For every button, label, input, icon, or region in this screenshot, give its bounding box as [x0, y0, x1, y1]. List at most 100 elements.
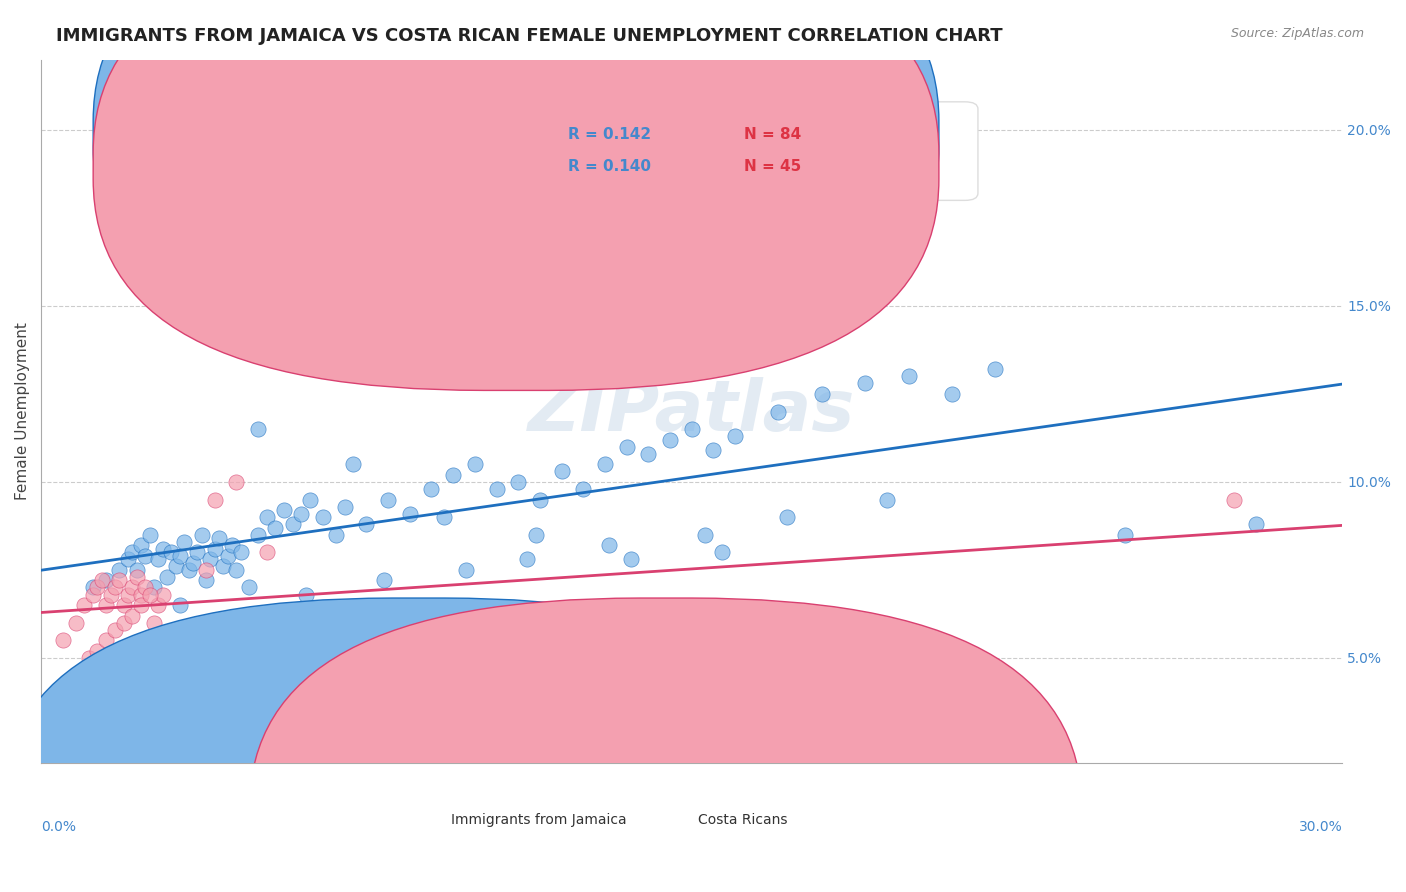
Immigrants from Jamaica — [212, 559, 235, 574]
Costa Ricans — [181, 668, 204, 682]
Text: R = 0.142: R = 0.142 — [568, 128, 651, 143]
FancyBboxPatch shape — [1, 598, 835, 892]
FancyBboxPatch shape — [457, 102, 979, 201]
Immigrants from Jamaica — [516, 552, 538, 566]
Costa Ricans — [86, 644, 108, 658]
Immigrants from Jamaica — [464, 458, 486, 472]
Immigrants from Jamaica — [693, 527, 716, 541]
Immigrants from Jamaica — [441, 467, 464, 482]
Immigrants from Jamaica — [181, 556, 204, 570]
Costa Ricans — [138, 588, 160, 602]
Immigrants from Jamaica — [572, 482, 595, 496]
Immigrants from Jamaica — [768, 404, 790, 418]
Costa Ricans — [160, 651, 183, 665]
Immigrants from Jamaica — [281, 517, 304, 532]
Costa Ricans — [333, 651, 356, 665]
Immigrants from Jamaica — [524, 527, 547, 541]
Immigrants from Jamaica — [108, 563, 131, 577]
Immigrants from Jamaica — [853, 376, 876, 391]
Costa Ricans — [86, 581, 108, 595]
Costa Ricans — [121, 608, 143, 623]
Text: IMMIGRANTS FROM JAMAICA VS COSTA RICAN FEMALE UNEMPLOYMENT CORRELATION CHART: IMMIGRANTS FROM JAMAICA VS COSTA RICAN F… — [56, 27, 1002, 45]
Costa Ricans — [142, 615, 165, 630]
Costa Ricans — [82, 588, 104, 602]
Immigrants from Jamaica — [485, 482, 508, 496]
Immigrants from Jamaica — [325, 527, 347, 541]
Costa Ricans — [225, 475, 247, 489]
Costa Ricans — [52, 633, 75, 648]
FancyBboxPatch shape — [93, 0, 939, 391]
Costa Ricans — [204, 492, 226, 507]
Costa Ricans — [104, 581, 127, 595]
Immigrants from Jamaica — [941, 387, 963, 401]
Immigrants from Jamaica — [550, 464, 572, 478]
Costa Ricans — [77, 651, 100, 665]
Costa Ricans — [269, 615, 291, 630]
Immigrants from Jamaica — [148, 552, 170, 566]
Immigrants from Jamaica — [177, 563, 200, 577]
Costa Ricans — [73, 598, 96, 612]
Immigrants from Jamaica — [1244, 517, 1267, 532]
Costa Ricans — [420, 668, 443, 682]
Text: Costa Ricans: Costa Ricans — [699, 813, 787, 827]
Immigrants from Jamaica — [377, 492, 399, 507]
Immigrants from Jamaica — [776, 510, 799, 524]
Costa Ricans — [169, 633, 191, 648]
Costa Ricans — [96, 598, 118, 612]
Immigrants from Jamaica — [204, 541, 226, 556]
Immigrants from Jamaica — [984, 362, 1007, 376]
Immigrants from Jamaica — [204, 651, 226, 665]
Immigrants from Jamaica — [702, 443, 724, 458]
Costa Ricans — [194, 657, 217, 672]
Immigrants from Jamaica — [82, 581, 104, 595]
Immigrants from Jamaica — [142, 581, 165, 595]
Immigrants from Jamaica — [225, 563, 247, 577]
Costa Ricans — [1223, 492, 1246, 507]
Immigrants from Jamaica — [173, 534, 195, 549]
Costa Ricans — [377, 679, 399, 693]
Immigrants from Jamaica — [138, 527, 160, 541]
Immigrants from Jamaica — [298, 492, 321, 507]
Immigrants from Jamaica — [169, 549, 191, 563]
Immigrants from Jamaica — [129, 538, 152, 552]
Immigrants from Jamaica — [165, 559, 187, 574]
Costa Ricans — [100, 588, 122, 602]
Costa Ricans — [125, 570, 148, 584]
Immigrants from Jamaica — [125, 563, 148, 577]
Text: ZIPatlas: ZIPatlas — [529, 377, 855, 446]
Immigrants from Jamaica — [373, 574, 395, 588]
Immigrants from Jamaica — [117, 552, 139, 566]
Immigrants from Jamaica — [810, 387, 832, 401]
Costa Ricans — [129, 598, 152, 612]
Immigrants from Jamaica — [593, 458, 616, 472]
Text: Immigrants from Jamaica: Immigrants from Jamaica — [451, 813, 627, 827]
Costa Ricans — [65, 615, 87, 630]
Immigrants from Jamaica — [294, 588, 316, 602]
Text: Source: ZipAtlas.com: Source: ZipAtlas.com — [1230, 27, 1364, 40]
Immigrants from Jamaica — [156, 570, 179, 584]
Immigrants from Jamaica — [217, 549, 239, 563]
Immigrants from Jamaica — [456, 563, 478, 577]
Immigrants from Jamaica — [659, 433, 682, 447]
Costa Ricans — [256, 545, 278, 559]
Immigrants from Jamaica — [876, 492, 898, 507]
Immigrants from Jamaica — [169, 598, 191, 612]
Costa Ricans — [134, 581, 156, 595]
FancyBboxPatch shape — [93, 0, 939, 359]
Immigrants from Jamaica — [290, 507, 312, 521]
Text: N = 84: N = 84 — [744, 128, 801, 143]
Immigrants from Jamaica — [711, 545, 734, 559]
Immigrants from Jamaica — [264, 521, 287, 535]
Immigrants from Jamaica — [256, 510, 278, 524]
Costa Ricans — [148, 598, 170, 612]
Immigrants from Jamaica — [186, 545, 208, 559]
Immigrants from Jamaica — [96, 574, 118, 588]
Immigrants from Jamaica — [342, 458, 364, 472]
Y-axis label: Female Unemployment: Female Unemployment — [15, 323, 30, 500]
Costa Ricans — [108, 574, 131, 588]
Immigrants from Jamaica — [508, 475, 530, 489]
Costa Ricans — [290, 668, 312, 682]
Immigrants from Jamaica — [190, 527, 212, 541]
Immigrants from Jamaica — [152, 541, 174, 556]
Costa Ricans — [194, 563, 217, 577]
